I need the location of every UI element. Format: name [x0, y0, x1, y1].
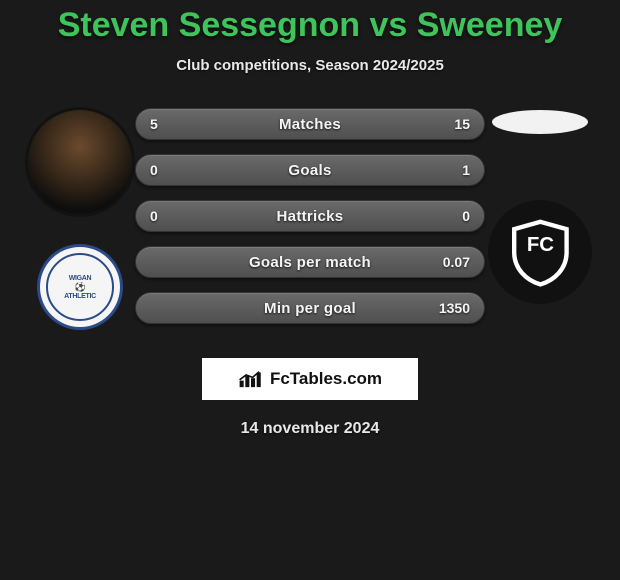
player-right-avatar	[492, 110, 588, 134]
stat-left-value: 0	[150, 162, 190, 178]
club-left-label: WIGAN ⚽ ATHLETIC	[64, 275, 96, 300]
stat-label: Goals	[288, 162, 331, 179]
stat-label: Min per goal	[264, 300, 356, 317]
stat-right-value: 0.07	[430, 254, 470, 270]
club-left-label-bottom: ATHLETIC	[64, 293, 96, 300]
stat-left-value: 0	[150, 208, 190, 224]
date-text: 14 november 2024	[0, 420, 620, 438]
bar-chart-icon	[238, 369, 264, 389]
player-left-avatar	[28, 110, 132, 214]
stat-label: Matches	[279, 116, 341, 133]
stat-right-value: 0	[430, 208, 470, 224]
shield-icon: FC	[504, 216, 577, 289]
infographic-root: Steven Sessegnon vs Sweeney Club competi…	[0, 0, 620, 438]
stat-left-value: 5	[150, 116, 190, 132]
stat-right-value: 1	[430, 162, 470, 178]
club-left-label-top: WIGAN	[69, 275, 92, 282]
stat-row-matches: 5 Matches 15	[135, 108, 485, 140]
stat-right-value: 15	[430, 116, 470, 132]
stat-label: Hattricks	[277, 208, 344, 225]
stat-right-value: 1350	[430, 300, 470, 316]
stats-column: 5 Matches 15 0 Goals 1 0 Hattricks 0 Goa…	[135, 104, 485, 324]
player-right-avatar-wrap	[492, 110, 588, 134]
svg-text:FC: FC	[526, 234, 553, 256]
stat-label: Goals per match	[249, 254, 371, 271]
title: Steven Sessegnon vs Sweeney	[0, 6, 620, 45]
stat-row-hattricks: 0 Hattricks 0	[135, 200, 485, 232]
club-left-badge: WIGAN ⚽ ATHLETIC	[37, 244, 123, 330]
left-side: WIGAN ⚽ ATHLETIC	[25, 104, 135, 330]
branding-box: FcTables.com	[202, 358, 418, 400]
stat-row-min-per-goal: Min per goal 1350	[135, 292, 485, 324]
club-right-badge: FC	[488, 200, 592, 304]
subtitle: Club competitions, Season 2024/2025	[0, 57, 620, 74]
stat-row-goals-per-match: Goals per match 0.07	[135, 246, 485, 278]
main-row: WIGAN ⚽ ATHLETIC 5 Matches 15 0 Goals 1 …	[0, 104, 620, 330]
right-side: FC	[485, 104, 595, 304]
branding-text: FcTables.com	[270, 369, 382, 389]
stat-row-goals: 0 Goals 1	[135, 154, 485, 186]
